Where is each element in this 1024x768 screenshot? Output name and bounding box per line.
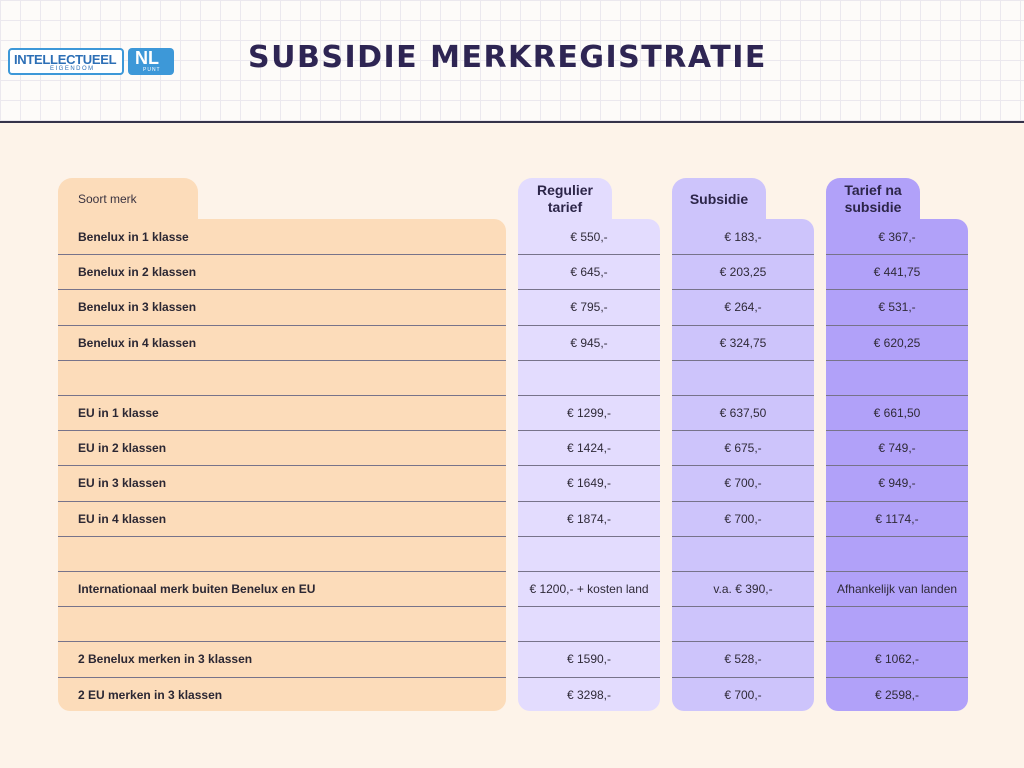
tarief-na-subsidie-cell [826,606,968,641]
regulier-tarief-cell: € 1874,- [518,500,660,536]
row-label [58,535,506,571]
row-label: Benelux in 1 klasse [78,229,189,244]
logo-wordmark-box: INTELLECTUEEL EIGENDOM [8,48,124,75]
column-tarief-na-subsidie: € 367,- € 441,75 € 531,- € 620,25 € 661,50 € … [826,219,968,711]
row-label: Benelux in 3 klassen [58,289,506,324]
column-header-tarief-na-subsidie: Tarief na subsidie [826,178,920,220]
subsidie-cell: € 700,- [672,465,814,500]
regulier-tarief-cell: € 645,- [518,254,660,289]
subsidie-cell: € 700,- [672,500,814,536]
regulier-tarief-cell [518,359,660,395]
subsidie-cell: v.a. € 390,- [672,571,814,606]
column-header-soort-merk: Soort merk [58,178,198,220]
row-label: EU in 2 klassen [58,430,506,465]
column-subsidie: € 183,- € 203,25 € 264,- € 324,75 € 637,50 € … [672,219,814,711]
regulier-tarief-cell [518,535,660,571]
tarief-na-subsidie-cell [826,535,968,571]
row-label: EU in 4 klassen [58,500,506,536]
row-label [58,606,506,641]
column-header-label: Soort merk [78,191,137,206]
tarief-na-subsidie-cell: € 620,25 [826,324,968,360]
tarief-na-subsidie-cell: Afhankelijk van landen [826,571,968,606]
subsidie-cell: € 203,25 [672,254,814,289]
regulier-tarief-cell: € 3298,- [518,676,660,711]
tarief-na-subsidie-cell: € 1062,- [826,641,968,676]
row-label: EU in 1 klasse [58,395,506,430]
tarief-na-subsidie-cell: € 441,75 [826,254,968,289]
tarief-na-subsidie-cell: € 531,- [826,289,968,324]
page-title: SUBSIDIE MERKREGISTRATIE [248,40,767,75]
subsidie-cell [672,535,814,571]
row-label: Internationaal merk buiten Benelux en EU [58,571,506,606]
subsidie-cell: € 700,- [672,676,814,711]
subsidie-cell: € 637,50 [672,395,814,430]
regulier-tarief-cell: € 1649,- [518,465,660,500]
logo-text: INTELLECTUEEL [14,52,117,67]
row-label: 2 Benelux merken in 3 klassen [58,641,506,676]
intellectueel-eigendom-logo[interactable]: INTELLECTUEEL EIGENDOM NL PUNT [8,48,174,75]
regulier-tarief-cell: € 795,- [518,289,660,324]
subsidie-cell [672,359,814,395]
regulier-tarief-cell: € 1200,- + kosten land [518,571,660,606]
tarief-na-subsidie-cell: € 367,- [878,229,916,244]
regulier-tarief-cell: € 1299,- [518,395,660,430]
row-label [58,359,506,395]
tarief-na-subsidie-cell: € 2598,- [826,676,968,711]
logo-punt-text: PUNT [143,67,161,73]
row-label: Benelux in 2 klassen [58,254,506,289]
column-regulier-tarief: € 550,- € 645,- € 795,- € 945,- € 1299,- € 14… [518,219,660,711]
row-label: 2 EU merken in 3 klassen [58,676,506,711]
subsidie-cell: € 183,- [724,229,762,244]
column-header-label: Regulier tarief [536,182,593,215]
tarief-na-subsidie-cell: € 749,- [826,430,968,465]
subsidie-cell: € 264,- [672,289,814,324]
column-header-label: Tarief na subsidie [844,182,902,215]
column-header-regulier-tarief: Regulier tarief [518,178,612,220]
row-label: EU in 3 klassen [58,465,506,500]
tarief-na-subsidie-cell [826,359,968,395]
row-label: Benelux in 4 klassen [58,324,506,360]
tarief-na-subsidie-cell: € 949,- [826,465,968,500]
subsidie-cell: € 324,75 [672,324,814,360]
logo-subtext: EIGENDOM [50,66,95,72]
tarief-na-subsidie-cell: € 661,50 [826,395,968,430]
header: INTELLECTUEEL EIGENDOM NL PUNT SUBSIDIE … [0,0,1024,123]
column-soort-merk: Benelux in 1 klasse Benelux in 2 klassen B… [58,219,506,711]
column-header-label: Subsidie [689,190,749,207]
logo-nl-badge: NL PUNT [128,48,174,75]
subsidie-cell [672,606,814,641]
column-header-subsidie: Subsidie [672,178,766,220]
tarief-na-subsidie-cell: € 1174,- [826,500,968,536]
regulier-tarief-cell: € 1424,- [518,430,660,465]
logo-nl-text: NL [135,48,159,68]
regulier-tarief-cell: € 1590,- [518,641,660,676]
regulier-tarief-cell: € 550,- [570,229,608,244]
regulier-tarief-cell: € 945,- [518,324,660,360]
regulier-tarief-cell [518,606,660,641]
subsidie-cell: € 528,- [672,641,814,676]
subsidie-cell: € 675,- [672,430,814,465]
